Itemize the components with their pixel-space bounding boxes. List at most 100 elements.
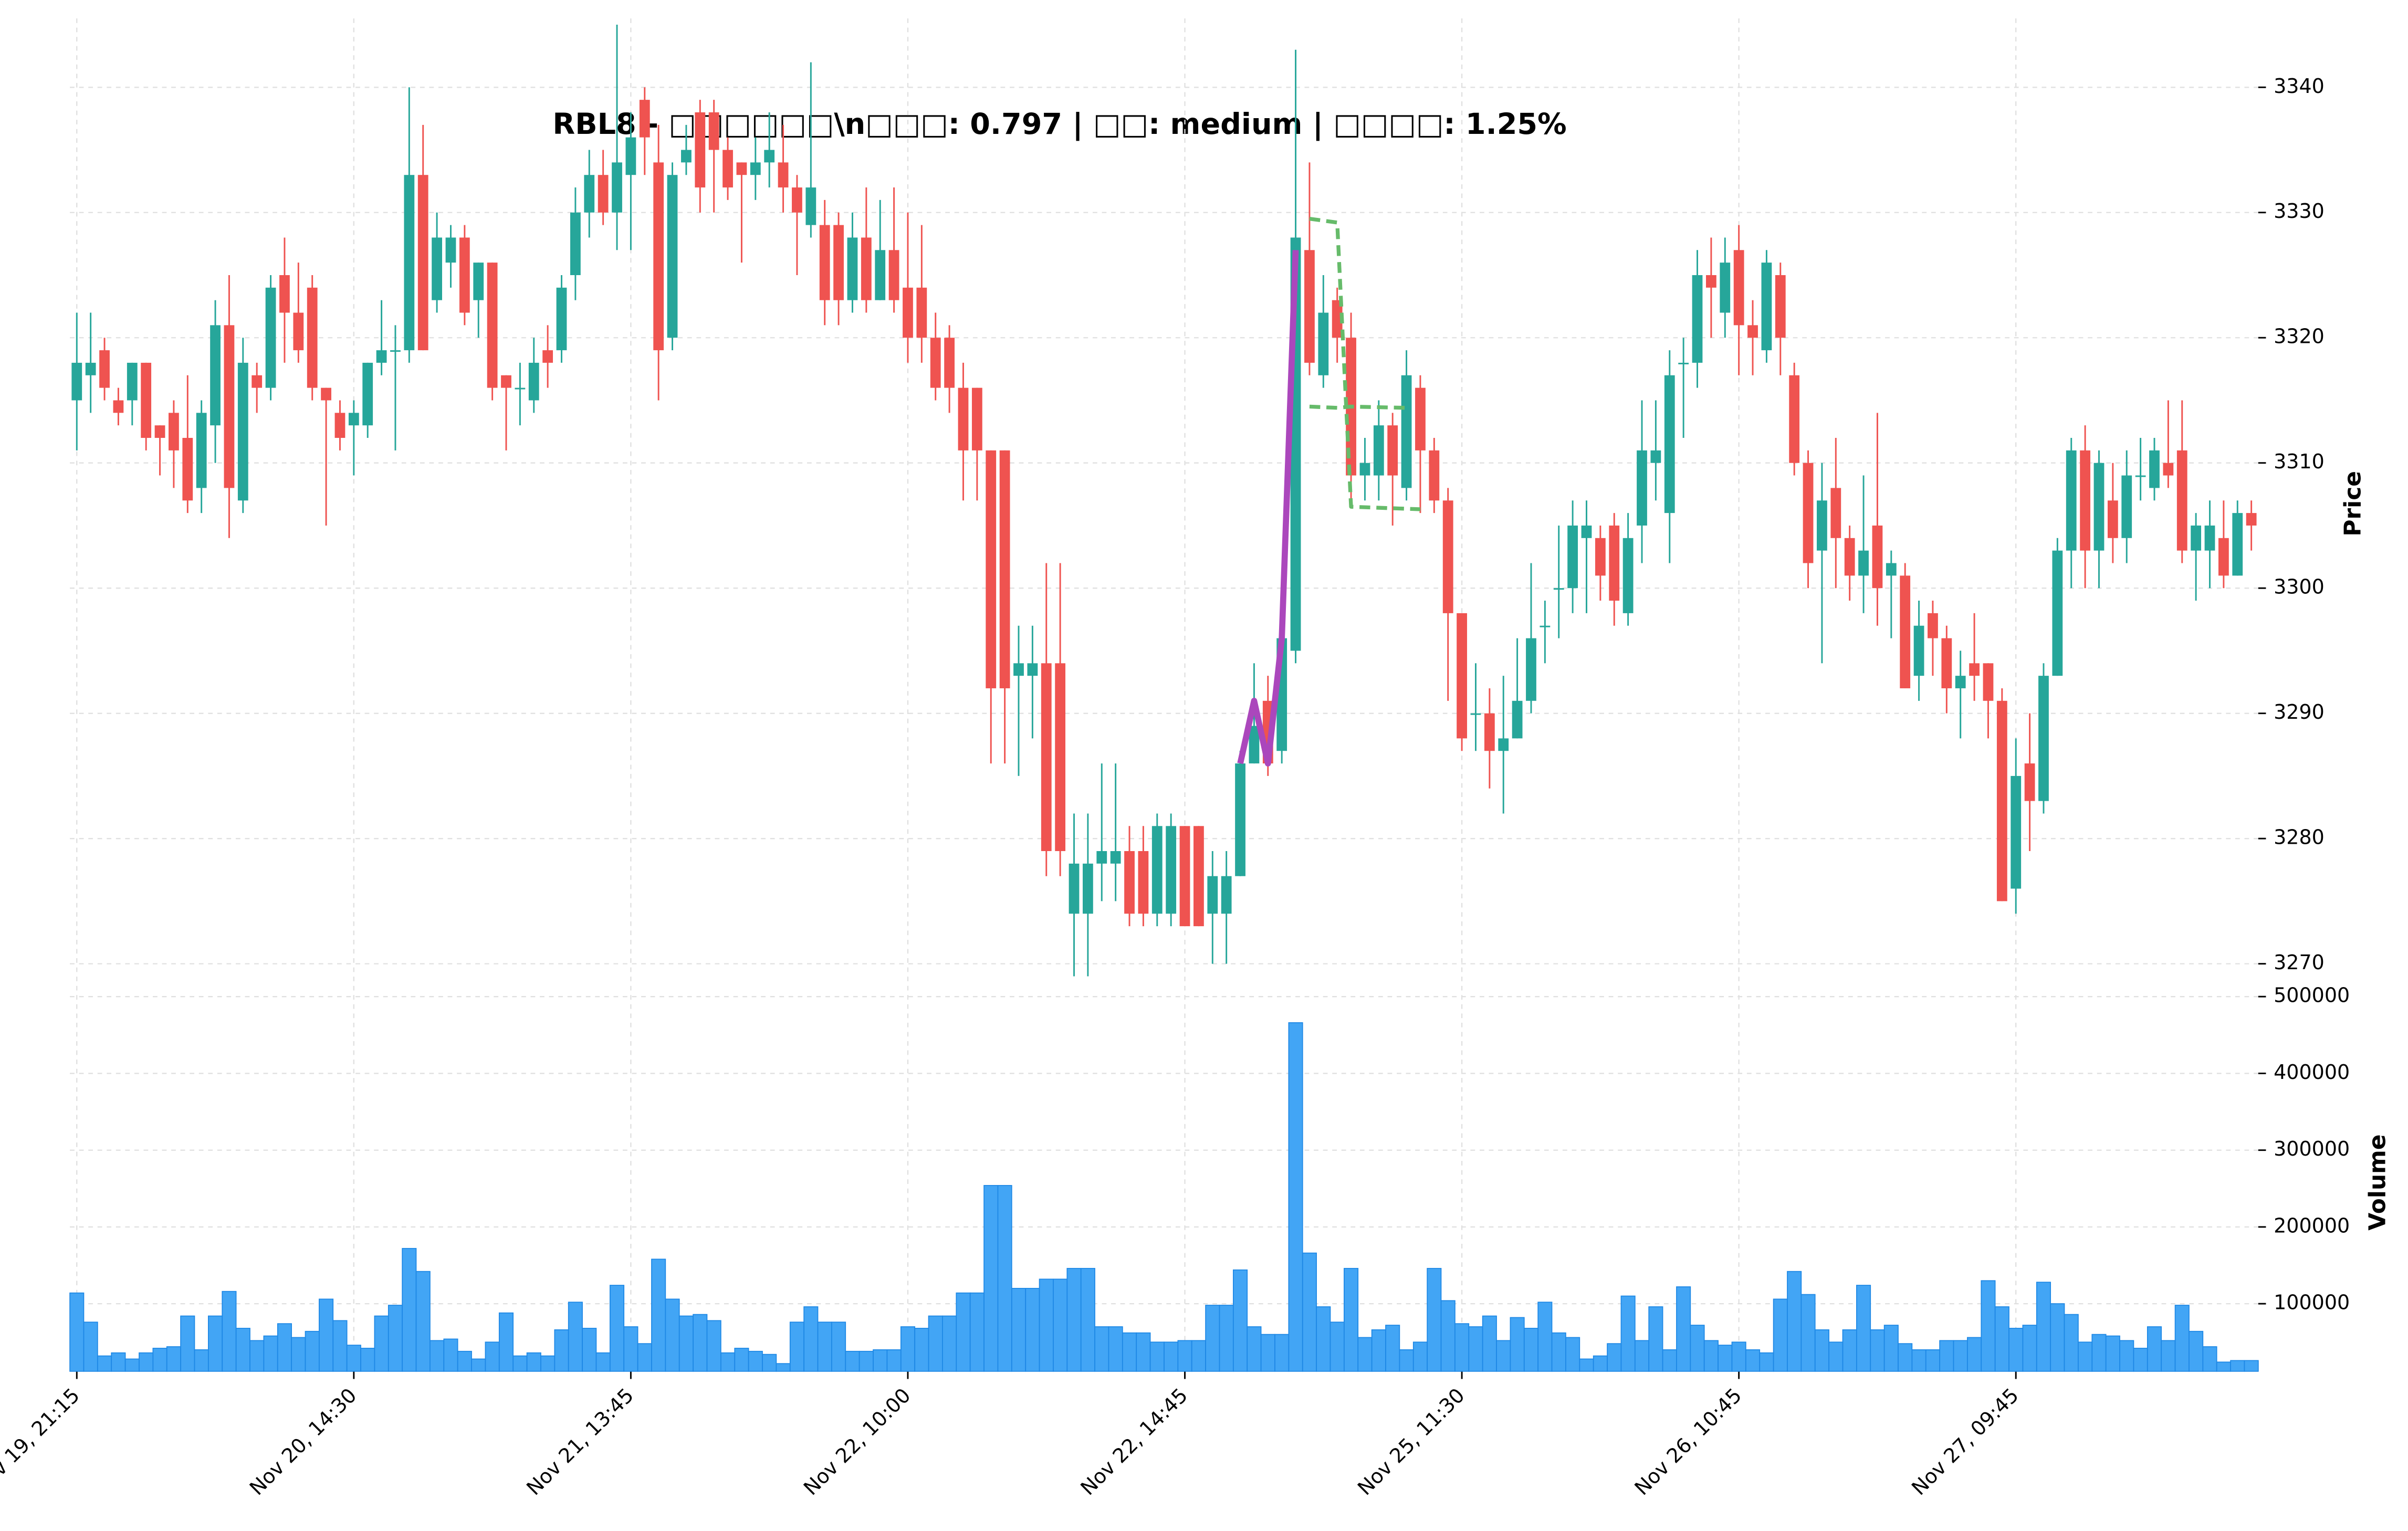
candle-body — [1955, 676, 1966, 688]
volume-bar — [1523, 1328, 1539, 1372]
candle-body — [1747, 325, 1758, 338]
volume-bar — [693, 1314, 708, 1372]
candle-body — [376, 350, 387, 363]
volume-bar — [249, 1340, 265, 1372]
candle-body — [196, 413, 207, 488]
volume-tick-label: 300000 — [2274, 1137, 2350, 1160]
volume-bar — [2036, 1282, 2051, 1372]
volume-bar — [1053, 1278, 1068, 1372]
candle-body — [2038, 676, 2049, 801]
volume-bar — [1898, 1343, 1913, 1372]
candle-body — [1858, 550, 1869, 576]
y-tick-label: 3330 — [2274, 200, 2325, 223]
candle-body — [999, 450, 1010, 688]
volume-bar — [388, 1305, 403, 1372]
candle-body — [169, 413, 179, 450]
candle-body — [182, 438, 193, 501]
candle-body — [2093, 463, 2105, 551]
volume-bar — [886, 1349, 902, 1372]
candle-body — [2107, 500, 2118, 538]
volume-bar — [1883, 1325, 1899, 1372]
candle-body — [1969, 663, 1980, 676]
volume-bar — [983, 1185, 999, 1372]
candle-body — [1817, 500, 1827, 551]
candle-body — [1179, 826, 1190, 927]
candle-body — [1151, 826, 1163, 914]
volume-bar — [498, 1312, 514, 1372]
volume-bar — [2174, 1305, 2190, 1372]
volume-bar — [2147, 1326, 2162, 1372]
volume-bar — [1412, 1341, 1428, 1372]
candle-body — [1553, 588, 1564, 590]
candle-body — [958, 387, 969, 450]
volume-bar — [1482, 1315, 1497, 1372]
candle-body — [916, 287, 927, 338]
volume-bar — [277, 1323, 292, 1372]
volume-bar — [457, 1350, 472, 1372]
volume-bar — [623, 1326, 638, 1372]
candle-body — [1207, 876, 1218, 914]
candle-body — [1166, 826, 1177, 914]
candle-body — [445, 237, 456, 263]
candle-body — [2052, 550, 2063, 676]
volume-bar — [1703, 1340, 1719, 1372]
volume-bar — [956, 1292, 971, 1372]
candle-body — [321, 387, 331, 401]
volume-bar — [1842, 1329, 1857, 1372]
candle-body — [1235, 763, 1245, 876]
candle-body — [141, 362, 152, 438]
volume-bar — [415, 1271, 431, 1372]
candle-body — [404, 175, 415, 351]
volume-bar — [678, 1315, 694, 1372]
candle-body — [1013, 663, 1024, 676]
candle-body — [1512, 700, 1523, 739]
candle-body — [819, 225, 830, 300]
candle-body — [1996, 700, 2007, 901]
volume-bar — [1025, 1287, 1040, 1372]
volume-bar — [166, 1346, 181, 1372]
volume-bar — [1385, 1325, 1400, 1372]
volume-bar — [1870, 1329, 1885, 1372]
volume-bar — [1565, 1337, 1580, 1372]
candle-body — [1595, 538, 1606, 576]
volume-bar — [2050, 1303, 2065, 1372]
volume-bar — [1620, 1295, 1636, 1372]
candle-body — [1415, 387, 1426, 450]
volume-bar — [526, 1352, 541, 1372]
y-tick-label: 3280 — [2274, 826, 2325, 849]
candle-body — [1304, 250, 1315, 363]
candle-body — [1069, 863, 1080, 914]
y-tick-label: 3340 — [2274, 75, 2325, 98]
volume-bar — [222, 1291, 237, 1372]
candle-body — [1913, 625, 1924, 676]
volume-bar — [360, 1348, 375, 1372]
candle-body — [334, 413, 346, 438]
candle-body — [417, 175, 428, 351]
volume-bar — [776, 1363, 791, 1372]
candle-body — [625, 137, 636, 175]
volume-bar — [1579, 1358, 1594, 1372]
volume-bar — [1399, 1349, 1414, 1372]
candle-body — [459, 237, 470, 313]
candle-body — [1941, 638, 1952, 688]
candle-body — [1830, 488, 1841, 538]
candle-body — [252, 375, 263, 388]
volume-bar — [208, 1315, 223, 1372]
volume-bar — [1800, 1294, 1816, 1372]
candle-body — [390, 350, 401, 352]
volume-bar — [1205, 1305, 1220, 1372]
candle-body — [1540, 625, 1551, 627]
volume-bar — [1427, 1267, 1442, 1372]
volume-bar — [969, 1292, 985, 1372]
volume-bar — [858, 1350, 874, 1372]
y-tick-label: 3300 — [2274, 575, 2325, 599]
volume-bar — [1440, 1300, 1456, 1372]
volume-bar — [512, 1355, 528, 1372]
candle-body — [1332, 300, 1343, 338]
candle-body — [1387, 425, 1398, 476]
candle-body — [598, 175, 609, 213]
volume-bar — [1814, 1329, 1829, 1372]
volume-bar — [2244, 1360, 2259, 1372]
volume-bar — [263, 1335, 278, 1372]
candle-body — [1429, 450, 1440, 501]
